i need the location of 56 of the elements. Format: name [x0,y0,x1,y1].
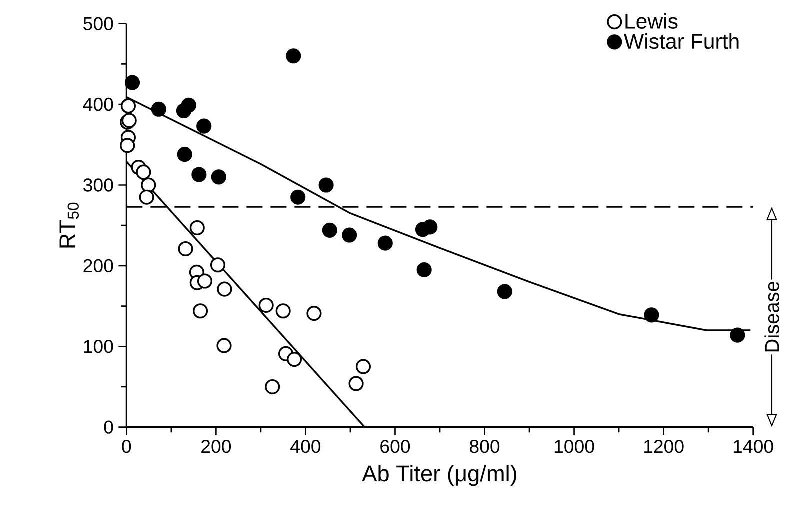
legend-label: Wistar Furth [624,33,739,50]
y-tick-label: 0 [104,420,114,434]
y-tick-label: 400 [83,98,114,112]
point [177,147,192,162]
point [120,138,136,154]
x-tick-label: 600 [380,440,410,454]
point [318,178,334,193]
point [342,228,358,243]
x-tick-label: 200 [202,440,232,454]
y-tick-label: 500 [84,17,114,30]
point [210,258,226,273]
point [322,222,338,238]
point [190,220,205,236]
y-tick-label: 200 [84,259,114,273]
point [124,75,140,90]
point [286,352,302,368]
x-tick-label: 400 [290,440,321,454]
x-tick-label: 800 [470,440,500,454]
y-axis-title: RT$_{50}$ [60,202,79,248]
point [378,236,393,251]
point [644,308,660,323]
point [181,98,196,113]
point [356,359,371,374]
text: Disease [764,282,780,352]
x-tick-label: 0 [122,440,132,454]
point [258,298,274,314]
point [151,102,166,117]
point [276,304,291,319]
x-axis-title: Ab Titer (μg/ml) [362,465,516,486]
point [348,376,364,392]
point [265,379,280,395]
point [139,190,154,205]
point [306,306,322,322]
point [217,282,232,297]
point [497,284,512,300]
y-tick-label: 100 [84,340,114,354]
point [192,304,208,319]
point [178,241,194,257]
point [211,170,226,185]
point [120,98,136,114]
point [216,338,232,354]
point [422,220,438,235]
point [290,190,306,205]
point [416,262,432,278]
x-tick-label: 1000 [554,440,594,454]
x-tick-label: 1400 [734,440,774,454]
x-tick-label: 1200 [644,440,684,454]
point [197,274,213,289]
point [192,167,207,182]
legend-label: Lewis [626,13,678,29]
point [136,164,152,180]
point [196,118,212,134]
point [730,328,746,343]
y-tick-label: 300 [84,178,114,192]
point [141,178,156,193]
point [286,48,302,64]
